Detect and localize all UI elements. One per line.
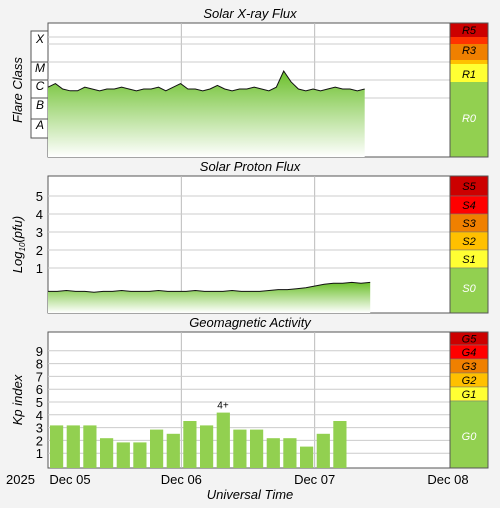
scale-label-s2: S2 bbox=[462, 236, 475, 248]
scale-r0-box bbox=[450, 82, 488, 157]
proton-tick-label: 2 bbox=[36, 243, 43, 258]
scale-label-s4: S4 bbox=[462, 200, 475, 212]
x-axis-year: 2025 bbox=[6, 472, 35, 487]
kp-bar bbox=[183, 421, 197, 468]
scale-r3-box bbox=[450, 44, 488, 60]
flare-class-label: X bbox=[35, 32, 45, 46]
kp-bar bbox=[333, 421, 347, 468]
proton-tick-label: 3 bbox=[36, 225, 43, 240]
scale-g0-box bbox=[449, 400, 489, 469]
kp-bar bbox=[200, 425, 214, 468]
scale-label-g2: G2 bbox=[462, 375, 477, 387]
scale-label-g3: G3 bbox=[462, 361, 478, 373]
kp-bar bbox=[283, 438, 297, 468]
x-axis-date-label: Dec 06 bbox=[161, 472, 202, 487]
x-axis-date-label: Dec 07 bbox=[294, 472, 335, 487]
proton-tick-label: 1 bbox=[36, 261, 43, 276]
scale-r1-box bbox=[450, 64, 488, 82]
kp-tick-label: 4 bbox=[36, 408, 43, 423]
scale-label-g5: G5 bbox=[462, 334, 478, 346]
x-axis-date-label: Dec 05 bbox=[49, 472, 90, 487]
proton-tick-label: 5 bbox=[36, 189, 43, 204]
proton-ylabel-main: Log bbox=[10, 251, 25, 273]
scale-r2-box bbox=[450, 60, 488, 64]
proton-tick-label: 4 bbox=[36, 207, 43, 222]
kp-bar bbox=[150, 429, 164, 468]
flare-class-column bbox=[30, 30, 49, 139]
geomag-ylabel: Kp index bbox=[10, 374, 25, 425]
kp-bar bbox=[100, 438, 114, 468]
xray-ylabel: Flare Class bbox=[10, 57, 25, 123]
kp-bar bbox=[83, 425, 97, 468]
kp-tick-label: 9 bbox=[36, 344, 43, 359]
proton-plot-area bbox=[47, 175, 451, 314]
kp-bar bbox=[250, 429, 264, 468]
scale-label-r0: R0 bbox=[462, 113, 477, 125]
kp-bar bbox=[316, 433, 330, 468]
flare-class-label: B bbox=[36, 98, 44, 112]
xray-title: Solar X-ray Flux bbox=[203, 6, 297, 21]
xray-flux-area bbox=[48, 71, 365, 157]
proton-ylabel: Log10(pfu) bbox=[10, 216, 27, 273]
proton-flux-line bbox=[48, 281, 371, 293]
scale-label-s5: S5 bbox=[462, 181, 476, 193]
kp-bar bbox=[166, 433, 180, 468]
kp-tick-label: 6 bbox=[36, 382, 43, 397]
kp-tick-label: 1 bbox=[36, 446, 43, 461]
kp-tick-label: 7 bbox=[36, 369, 43, 384]
scale-label-r1: R1 bbox=[462, 69, 476, 81]
scale-label-r5: R5 bbox=[462, 25, 477, 37]
scale-label-g4: G4 bbox=[462, 347, 477, 359]
scale-label-r3: R3 bbox=[462, 45, 477, 57]
scale-column-border bbox=[449, 175, 489, 314]
kp-bar bbox=[266, 438, 280, 468]
scale-r5-box bbox=[450, 23, 488, 37]
proton-ylabel-sub: 10 bbox=[18, 242, 27, 251]
proton-flux-area bbox=[48, 282, 371, 313]
flare-class-label: M bbox=[35, 61, 45, 75]
scale-label-g1: G1 bbox=[462, 389, 477, 401]
geomag-plot-area bbox=[47, 331, 451, 469]
scale-r4-box bbox=[450, 37, 488, 44]
geomag-title: Geomagnetic Activity bbox=[189, 315, 312, 330]
scale-label-s1: S1 bbox=[462, 254, 475, 266]
proton-title: Solar Proton Flux bbox=[200, 159, 301, 174]
kp-bar bbox=[50, 425, 64, 468]
scale-column-border bbox=[449, 22, 489, 158]
scale-label-s0: S0 bbox=[462, 283, 476, 295]
kp-bar bbox=[116, 442, 130, 468]
x-axis-title: Universal Time bbox=[207, 487, 294, 502]
scale-label-g0: G0 bbox=[462, 431, 478, 443]
flare-class-label: A bbox=[35, 118, 44, 132]
kp-bar bbox=[300, 446, 314, 468]
kp-bar bbox=[216, 412, 230, 468]
xray-flux-line bbox=[47, 69, 365, 92]
kp-tick-label: 8 bbox=[36, 357, 43, 372]
kp-annotation: 4+ bbox=[217, 401, 229, 412]
kp-tick-label: 3 bbox=[36, 421, 43, 436]
x-axis-date-label: Dec 08 bbox=[427, 472, 468, 487]
kp-bar bbox=[133, 442, 147, 468]
flare-class-label: C bbox=[36, 79, 45, 93]
scale-s0-box bbox=[449, 267, 489, 314]
kp-bar bbox=[233, 429, 247, 468]
kp-tick-label: 5 bbox=[36, 395, 43, 410]
proton-ylabel-unit: (pfu) bbox=[10, 216, 25, 243]
kp-tick-label: 2 bbox=[36, 433, 43, 448]
scale-column-border bbox=[449, 331, 489, 469]
scale-label-s3: S3 bbox=[462, 218, 476, 230]
kp-bar bbox=[66, 425, 80, 468]
